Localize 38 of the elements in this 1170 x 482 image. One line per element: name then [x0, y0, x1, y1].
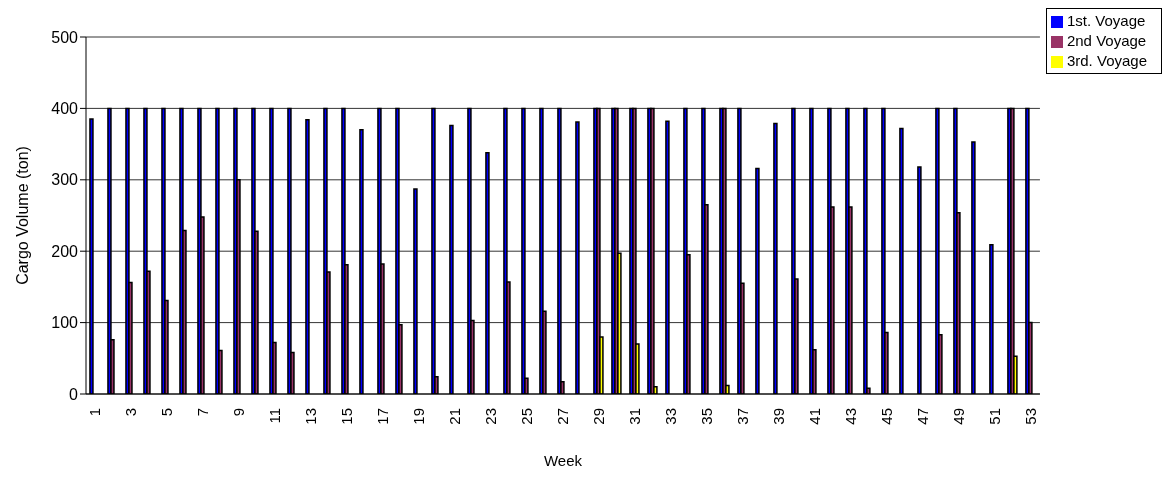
- x-tick-label: 33: [662, 408, 680, 425]
- y-tick-label: 100: [51, 314, 79, 332]
- x-tick-label: 17: [374, 408, 392, 425]
- x-tick-label: 9: [230, 408, 248, 417]
- y-tick-label: 500: [51, 28, 79, 46]
- x-tick-label: 53: [1022, 408, 1040, 425]
- x-tick-label: 11: [266, 408, 284, 424]
- y-tick-label: 0: [69, 385, 79, 403]
- y-tick-label: 200: [51, 242, 79, 260]
- x-tick-label: 43: [842, 408, 860, 425]
- y-tick-label: 400: [51, 100, 79, 118]
- x-tick-label: 47: [914, 408, 932, 425]
- x-tick-label: 31: [626, 408, 644, 425]
- x-tick-label: 21: [446, 408, 464, 425]
- legend-label: 2nd Voyage: [1066, 32, 1147, 49]
- legend-label: 1st. Voyage: [1066, 12, 1146, 29]
- x-tick-label: 1: [86, 408, 104, 417]
- x-tick-label: 3: [122, 408, 140, 417]
- x-tick-label: 23: [482, 408, 500, 425]
- y-axis-title: Cargo Volume (ton): [13, 146, 31, 285]
- x-tick-label: 15: [338, 408, 356, 425]
- x-tick-label: 5: [158, 408, 176, 417]
- x-axis-title: Week: [543, 452, 583, 469]
- x-tick-label: 45: [878, 408, 896, 425]
- x-tick-label: 27: [554, 408, 572, 425]
- x-tick-label: 7: [194, 408, 212, 417]
- x-tick-label: 13: [302, 408, 320, 425]
- x-tick-label: 37: [734, 408, 752, 425]
- x-tick-label: 49: [950, 408, 968, 425]
- x-tick-label: 41: [806, 408, 824, 425]
- x-tick-label: 51: [986, 408, 1004, 425]
- x-tick-label: 25: [518, 408, 536, 425]
- x-tick-label: 35: [698, 408, 716, 425]
- y-tick-label: 300: [51, 171, 79, 189]
- x-tick-label: 29: [590, 408, 608, 425]
- x-tick-label: 39: [770, 408, 788, 425]
- x-tick-label: 19: [410, 408, 428, 425]
- legend-label: 3rd. Voyage: [1066, 52, 1147, 69]
